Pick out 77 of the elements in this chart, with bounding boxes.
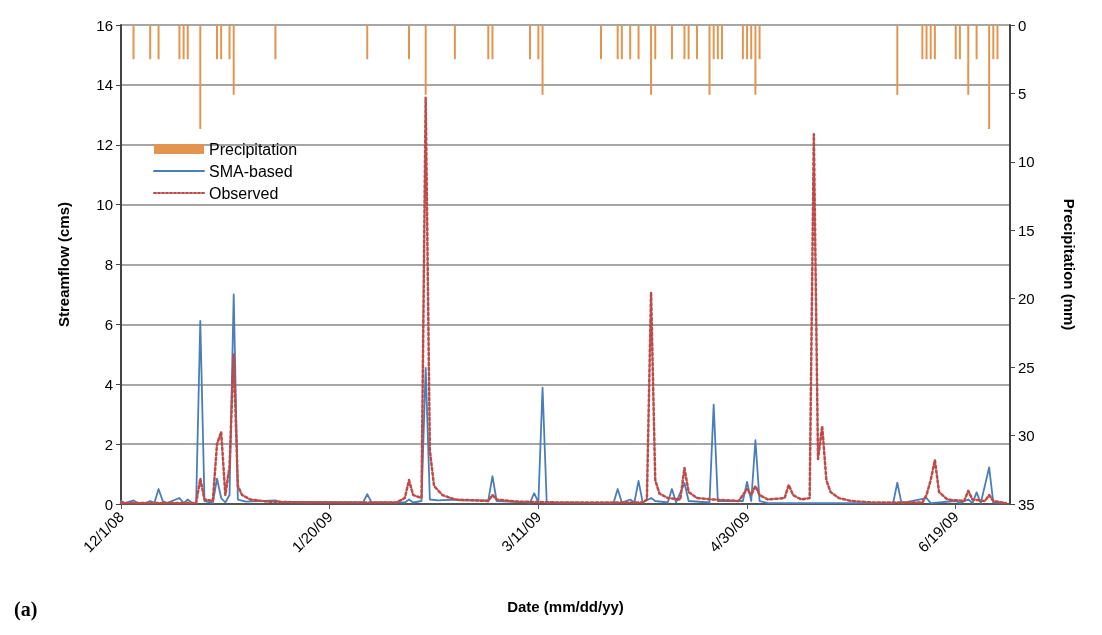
bar — [654, 25, 657, 60]
y-tick-label: 10 — [96, 196, 113, 214]
y2-tick-label: 30 — [1018, 427, 1035, 445]
bar — [716, 25, 719, 60]
bar — [216, 25, 218, 60]
bar — [695, 25, 698, 60]
bar — [616, 25, 619, 60]
bar — [629, 25, 632, 60]
bar — [750, 25, 753, 60]
bar — [186, 25, 189, 60]
bar — [670, 25, 673, 60]
legend-label: Precipitation — [209, 140, 298, 158]
bar — [199, 25, 202, 130]
text: (a) — [14, 598, 38, 621]
y2-tick-label: 10 — [1018, 153, 1035, 171]
bar — [687, 25, 690, 60]
bar — [683, 25, 686, 60]
bar — [407, 25, 410, 60]
y-tick-label: 14 — [96, 76, 113, 94]
bar — [988, 25, 991, 130]
bar — [921, 25, 924, 60]
bar — [132, 25, 135, 60]
bar — [754, 25, 757, 95]
y-tick-label: 2 — [104, 435, 113, 453]
y-tick-label: 16 — [96, 16, 113, 34]
bar — [424, 25, 427, 95]
y-tick-label: 6 — [104, 315, 113, 333]
bar — [708, 25, 711, 95]
bar — [925, 25, 928, 60]
y2-tick-label: 0 — [1018, 16, 1027, 34]
bar — [599, 25, 602, 60]
y-tick-label: 4 — [104, 375, 113, 393]
bar — [228, 25, 231, 60]
bar — [975, 25, 978, 60]
bar — [929, 25, 932, 60]
bar — [541, 25, 544, 95]
bar — [487, 25, 490, 60]
y2-tick-label: 20 — [1018, 290, 1035, 308]
y-tick-label: 12 — [96, 136, 113, 154]
bar — [758, 25, 761, 60]
bar — [529, 25, 532, 60]
legend-label: Observed — [209, 184, 279, 202]
y-tick-label: 8 — [104, 256, 113, 273]
bar — [954, 25, 957, 60]
bar — [896, 25, 899, 95]
bar — [220, 25, 223, 60]
y-axis-title: Streamflow (cms) — [55, 201, 72, 328]
bar — [366, 25, 369, 60]
bar — [182, 25, 185, 60]
bar — [620, 25, 623, 60]
bar — [721, 25, 724, 60]
legend-label: SMA-based — [209, 162, 293, 180]
bar — [232, 25, 235, 95]
bar — [746, 25, 749, 60]
bar — [992, 25, 995, 60]
bar — [996, 25, 999, 60]
x-axis-title: Date (mm/dd/yy) — [507, 598, 624, 615]
bar — [741, 25, 744, 60]
y2-tick-label: 15 — [1018, 221, 1035, 239]
bar — [933, 25, 936, 60]
y2-axis-title: Precipitation (mm) — [1061, 198, 1078, 331]
y-tick-label: 0 — [104, 495, 113, 513]
bar — [637, 25, 640, 60]
bar — [958, 25, 961, 60]
bar — [967, 25, 970, 95]
bar — [157, 25, 160, 60]
y2-tick-label: 25 — [1018, 358, 1035, 376]
bar — [274, 25, 277, 60]
bar — [149, 25, 152, 60]
y2-tick-label: 35 — [1018, 495, 1035, 513]
y2-tick-label: 5 — [1018, 84, 1027, 102]
bar — [650, 25, 653, 95]
bar — [178, 25, 181, 60]
bar — [537, 25, 540, 60]
bar — [491, 25, 494, 60]
bar — [453, 25, 456, 60]
bar — [712, 25, 715, 60]
